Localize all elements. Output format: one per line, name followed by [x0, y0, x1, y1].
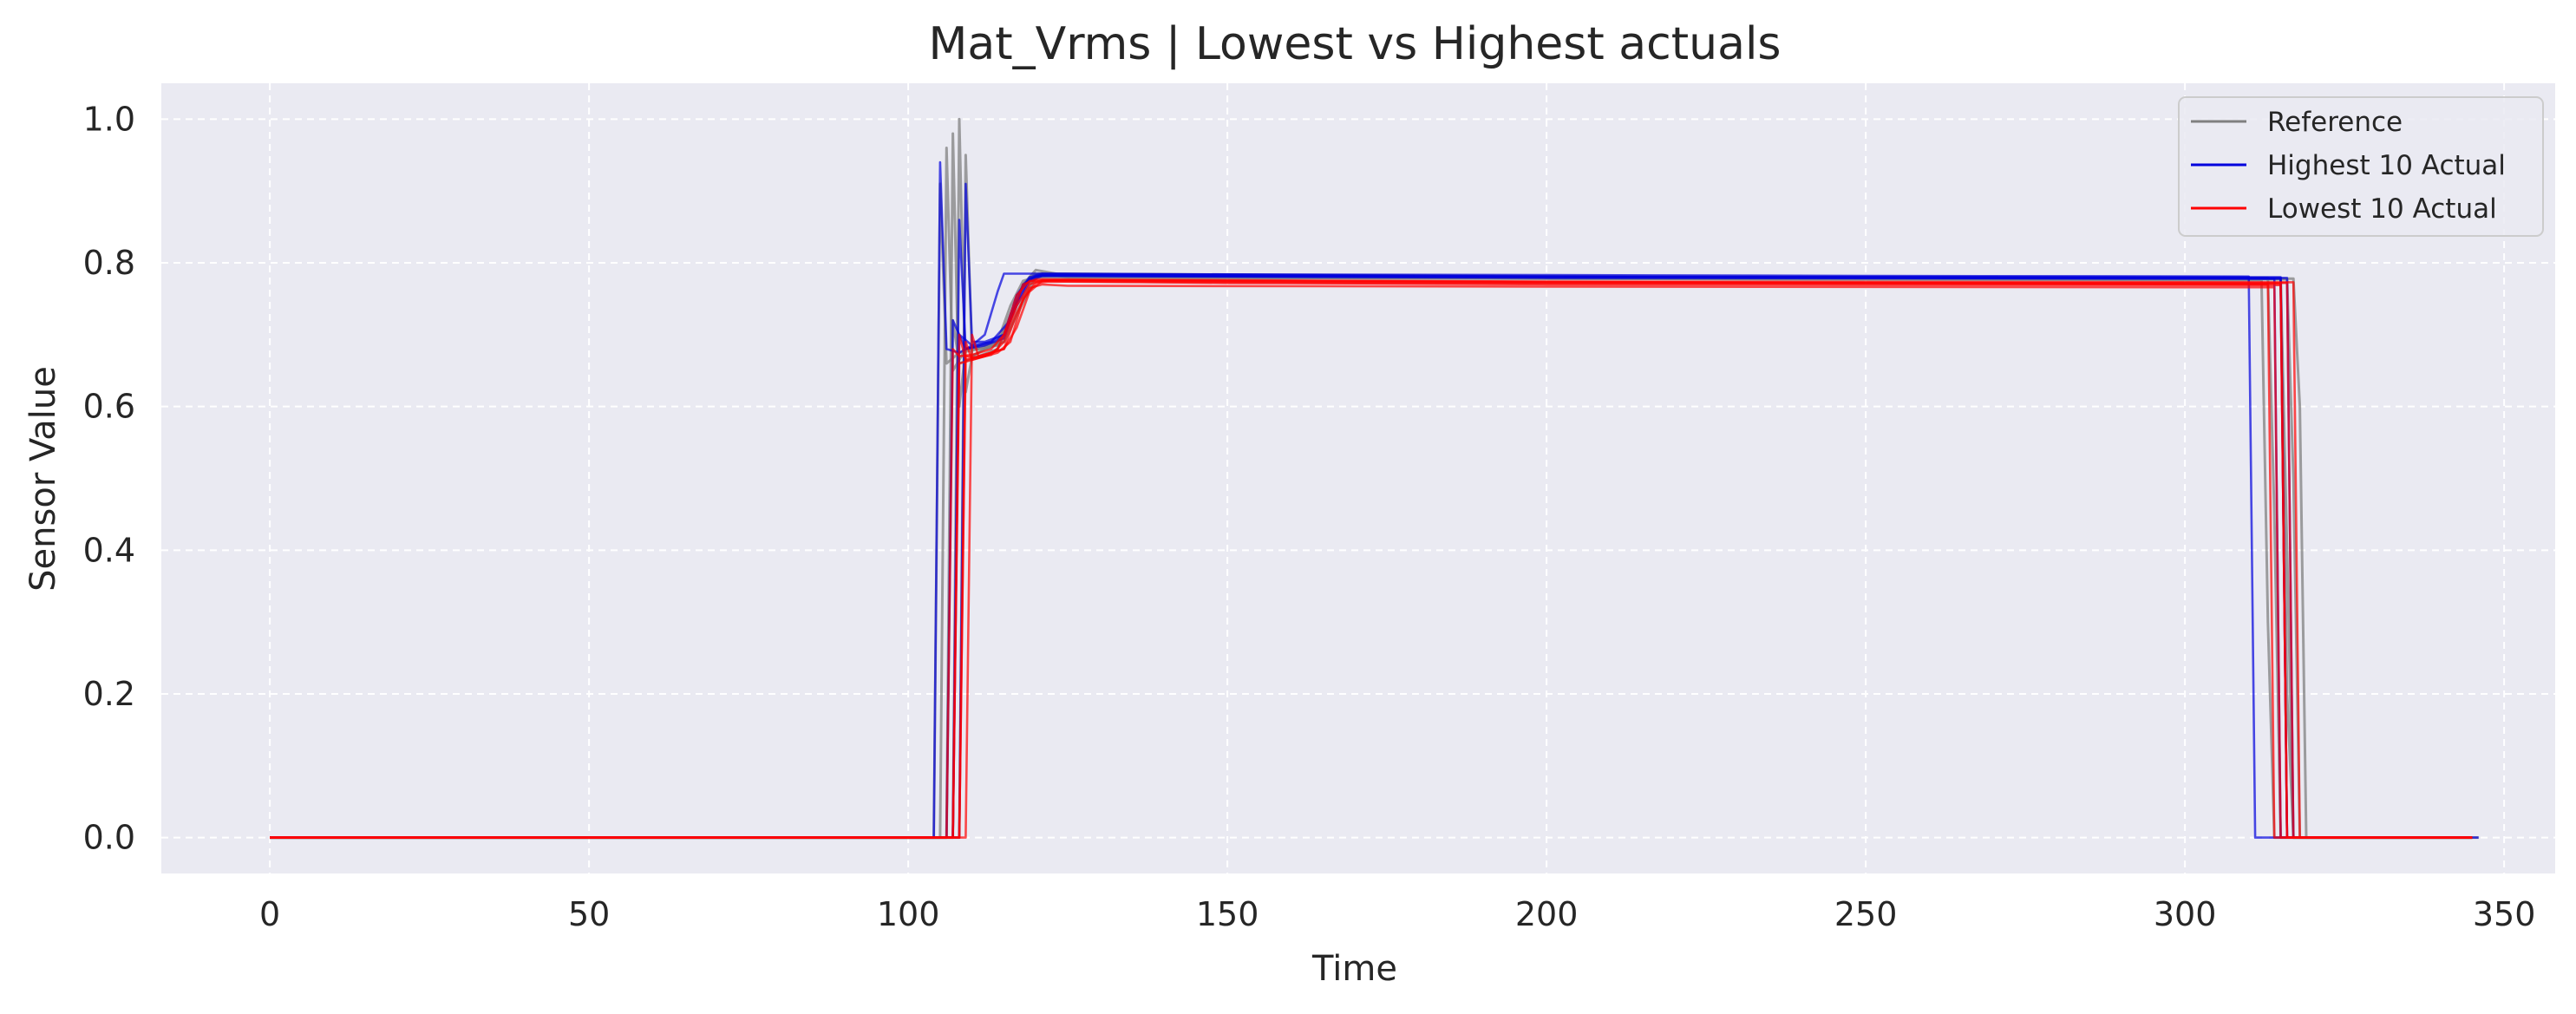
- y-tick-label: 1.0: [83, 100, 135, 138]
- y-axis: 0.0 0.2 0.4 0.6 0.8 1.0: [83, 100, 135, 856]
- legend-label: Reference: [2267, 107, 2403, 138]
- x-tick-label: 100: [877, 895, 940, 933]
- x-tick-label: 250: [1834, 895, 1898, 933]
- x-tick-label: 50: [568, 895, 610, 933]
- plot-area: [161, 83, 2555, 873]
- series-line-lowest: [270, 278, 2473, 839]
- series-layer: [270, 117, 2479, 840]
- x-tick-label: 150: [1196, 895, 1259, 933]
- y-tick-label: 0.4: [83, 531, 135, 569]
- legend-label: Highest 10 Actual: [2267, 150, 2506, 181]
- x-tick-label: 0: [259, 895, 280, 933]
- chart-title: Mat_Vrms | Lowest vs Highest actuals: [929, 18, 1782, 70]
- x-tick-label: 200: [1515, 895, 1579, 933]
- y-axis-label: Sensor Value: [23, 366, 63, 592]
- legend-box: [2178, 96, 2544, 237]
- x-axis: 0 50 100 150 200 250 300 350: [259, 895, 2535, 933]
- y-tick-label: 0.6: [83, 388, 135, 426]
- y-tick-label: 0.2: [83, 675, 135, 713]
- grid: [161, 83, 2555, 873]
- x-tick-label: 300: [2154, 895, 2217, 933]
- x-tick-label: 350: [2473, 895, 2536, 933]
- y-tick-label: 0.0: [83, 819, 135, 857]
- series-line-lowest: [270, 278, 2473, 839]
- legend-label: Lowest 10 Actual: [2267, 193, 2497, 225]
- legend: Reference Highest 10 Actual Lowest 10 Actu…: [2178, 96, 2544, 237]
- x-axis-label: Time: [1311, 949, 1397, 989]
- y-tick-label: 0.8: [83, 244, 135, 282]
